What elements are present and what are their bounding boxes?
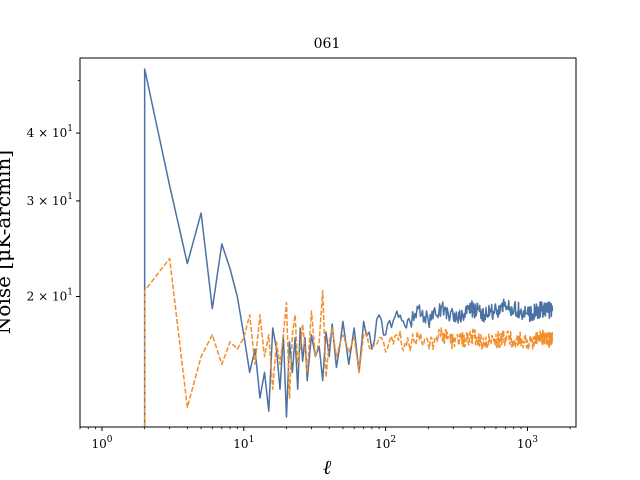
x-tick-label: 101 [233, 435, 254, 451]
x-axis: 100 101 102 103 [79, 427, 571, 451]
y-axis: 2 × 101 3 × 101 4 × 101 [27, 80, 80, 304]
x-axis-label: ℓ [323, 455, 332, 479]
x-tick-label: 103 [517, 435, 538, 451]
plot-area [80, 58, 576, 427]
y-tick-label: 4 × 101 [27, 124, 73, 140]
chart-title: 061 [314, 36, 341, 52]
y-tick-label: 3 × 101 [27, 192, 73, 208]
y-axis-label: Noise [μK-arcmin] [0, 150, 15, 334]
x-tick-label: 102 [375, 435, 396, 451]
series-line-1 [143, 68, 554, 427]
plot-frame [79, 57, 577, 428]
y-tick-label: 2 × 101 [27, 288, 73, 304]
series-layer [143, 68, 554, 427]
x-tick-label: 100 [91, 435, 112, 451]
series-line-2 [143, 257, 554, 427]
